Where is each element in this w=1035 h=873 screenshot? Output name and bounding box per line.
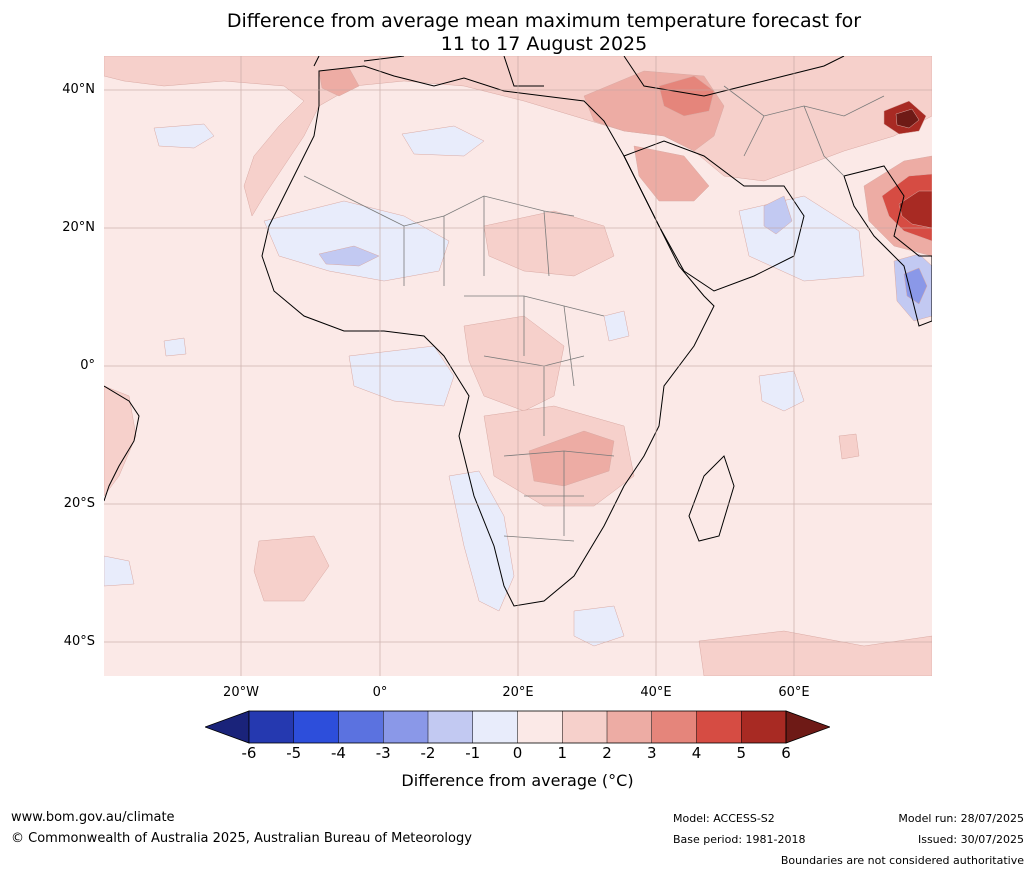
colorbar-tick-label: 3 — [646, 744, 657, 762]
anomaly-patch-india-core — [898, 190, 932, 229]
colorbar-segment — [696, 711, 742, 743]
border-lines-asia — [723, 85, 885, 177]
colorbar-label: Difference from average (°C) — [401, 771, 634, 790]
anomaly-patch-north-atlantic — [153, 123, 215, 149]
colorbar-segment — [249, 711, 295, 743]
lon-label-0: 0° — [372, 685, 388, 700]
anomaly-patch-east-africa — [603, 310, 630, 342]
coastline-south-america — [104, 385, 140, 502]
footer-copyright: © Commonwealth of Australia 2025, Austra… — [11, 831, 472, 846]
title-line-2: 11 to 17 August 2025 — [440, 33, 648, 55]
colorbar-segment — [517, 711, 563, 743]
lat-label-20s: 20°S — [63, 496, 95, 511]
positive-anomaly-contours — [104, 56, 932, 676]
lon-label-20w: 20°W — [223, 685, 259, 700]
anomaly-patch-west-africa-inner — [318, 245, 380, 267]
coastline-india — [843, 165, 932, 327]
coastline-africa — [261, 65, 715, 607]
colorbar-segment — [741, 711, 787, 743]
colorbar-segment — [562, 711, 608, 743]
colorbar-tick-label: -2 — [420, 744, 436, 762]
anomaly-patch-oman — [763, 195, 793, 235]
coastline-madagascar — [688, 455, 735, 542]
footer-model-run: Model run: 28/07/2025 — [898, 812, 1024, 825]
coastline-arabia — [623, 140, 805, 292]
anomaly-patch-south-atlantic-2 — [104, 555, 135, 587]
colorbar-segment — [607, 711, 653, 743]
anomaly-patch-south-atlantic-1 — [253, 535, 330, 602]
colorbar-tick-label: 6 — [781, 744, 791, 762]
footer-model: Model: ACCESS-S2 — [673, 812, 775, 825]
lat-label-40n: 40°N — [62, 82, 95, 97]
lat-label-40s: 40°S — [63, 634, 95, 649]
anomaly-patch-iran — [658, 75, 715, 117]
anomaly-patch-ocean-small — [838, 433, 860, 460]
border-lines-north-africa — [303, 175, 575, 286]
lon-label-40e: 40°E — [640, 685, 672, 700]
colorbar-tick-label: 1 — [557, 744, 568, 762]
graticule — [104, 56, 932, 676]
anomaly-patch-south-indian-2 — [573, 605, 625, 647]
anomaly-patch-bay-of-bengal-core — [903, 267, 928, 305]
colorbar-under-triangle — [203, 710, 250, 744]
colorbar-segment — [383, 711, 429, 743]
colorbar-segment — [338, 711, 384, 743]
colorbar-tick-label: -3 — [375, 744, 391, 762]
negative-anomaly-contours — [104, 123, 932, 647]
colorbar-tick-label: -4 — [331, 744, 346, 762]
anomaly-patch-china-core — [895, 108, 920, 129]
anomaly-patch-atlantic-small — [163, 337, 187, 357]
lat-label-20n: 20°N — [62, 220, 95, 235]
footer-issued: Issued: 30/07/2025 — [917, 833, 1024, 846]
coastlines — [104, 56, 932, 607]
coastline-europe — [313, 56, 845, 97]
footer-base-period: Base period: 1981-2018 — [673, 833, 806, 846]
colorbar-segment — [428, 711, 474, 743]
chart-title: Difference from average mean maximum tem… — [104, 10, 984, 56]
colorbar — [203, 710, 832, 744]
forecast-map — [104, 56, 932, 676]
colorbar-tick-label: 5 — [736, 744, 747, 762]
colorbar-tick-label: 4 — [691, 744, 702, 762]
colorbar-tick-label: 0 — [512, 744, 523, 762]
lon-label-20e: 20°E — [502, 685, 534, 700]
footer-disclaimer: Boundaries are not considered authoritat… — [780, 854, 1024, 867]
anomaly-patch-arabia — [633, 145, 710, 202]
colorbar-segment — [651, 711, 697, 743]
anomaly-patch-sahel — [483, 210, 615, 277]
footer-website: www.bom.gov.au/climate — [11, 810, 175, 825]
anomaly-patch-mediterranean — [401, 125, 485, 157]
anomaly-patch-central-africa — [463, 315, 565, 412]
anomaly-patch-zambia — [528, 430, 615, 487]
colorbar-segment — [472, 711, 518, 743]
colorbar-tick-label: -5 — [286, 744, 302, 762]
colorbar-svg — [203, 710, 832, 744]
colorbar-over-triangle — [785, 710, 832, 744]
lon-label-60e: 60°E — [778, 685, 810, 700]
anomaly-patch-namibia-coast — [448, 470, 515, 612]
border-lines-southern-africa — [503, 450, 615, 542]
anomaly-patch-south-america — [104, 385, 137, 497]
title-line-1: Difference from average mean maximum tem… — [226, 10, 862, 32]
lat-label-0: 0° — [80, 358, 95, 373]
colorbar-tick-label: -1 — [465, 744, 481, 762]
colorbar-tick-label: 2 — [602, 744, 612, 762]
colorbar-tick-label: -6 — [241, 744, 257, 762]
map-canvas — [104, 56, 932, 676]
colorbar-segment — [293, 711, 339, 743]
